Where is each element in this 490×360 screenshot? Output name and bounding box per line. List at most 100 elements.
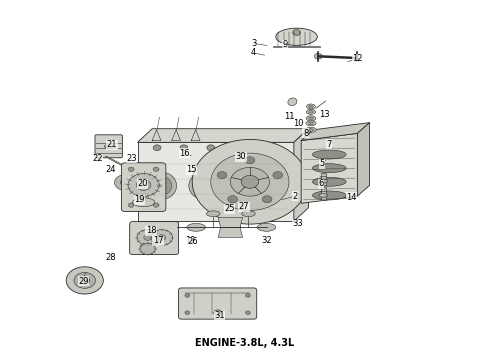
Text: 11: 11 <box>284 112 294 121</box>
Polygon shape <box>357 123 369 196</box>
Ellipse shape <box>222 224 241 231</box>
Ellipse shape <box>104 144 113 148</box>
Circle shape <box>158 235 166 240</box>
Circle shape <box>153 167 159 171</box>
Circle shape <box>121 179 130 186</box>
Circle shape <box>136 180 151 190</box>
Circle shape <box>192 139 308 224</box>
Text: 31: 31 <box>214 311 225 320</box>
Circle shape <box>262 195 272 203</box>
Circle shape <box>137 230 158 246</box>
Text: 5: 5 <box>319 159 325 168</box>
Circle shape <box>211 153 289 211</box>
Text: 19: 19 <box>185 237 196 246</box>
Circle shape <box>144 235 151 240</box>
FancyBboxPatch shape <box>130 222 178 255</box>
Circle shape <box>293 30 300 35</box>
Circle shape <box>315 53 322 59</box>
Polygon shape <box>301 123 369 140</box>
Text: 20: 20 <box>137 179 147 188</box>
Circle shape <box>261 145 269 150</box>
Text: 3: 3 <box>251 39 256 48</box>
Text: 23: 23 <box>126 154 137 163</box>
Polygon shape <box>105 157 145 176</box>
Ellipse shape <box>242 211 255 217</box>
Circle shape <box>185 311 190 315</box>
Ellipse shape <box>206 211 220 217</box>
Ellipse shape <box>308 129 314 131</box>
Text: 2: 2 <box>292 192 297 201</box>
Ellipse shape <box>319 194 328 197</box>
Circle shape <box>66 267 103 294</box>
Polygon shape <box>273 45 320 47</box>
Text: 33: 33 <box>293 219 303 228</box>
Ellipse shape <box>309 111 313 113</box>
Text: 14: 14 <box>346 193 357 202</box>
Text: 13: 13 <box>319 110 329 119</box>
Polygon shape <box>321 187 326 200</box>
Text: 4: 4 <box>250 48 255 57</box>
Text: ENGINE-3.8L, 4.3L: ENGINE-3.8L, 4.3L <box>196 338 294 348</box>
Circle shape <box>185 294 190 297</box>
Text: 32: 32 <box>261 237 272 246</box>
Circle shape <box>128 174 159 197</box>
Ellipse shape <box>306 116 316 121</box>
Ellipse shape <box>147 172 176 199</box>
Text: 24: 24 <box>106 165 116 174</box>
Ellipse shape <box>133 198 155 207</box>
Ellipse shape <box>307 104 316 109</box>
Ellipse shape <box>194 176 213 195</box>
Polygon shape <box>218 217 243 227</box>
Ellipse shape <box>309 105 313 108</box>
Ellipse shape <box>152 176 171 195</box>
Circle shape <box>245 311 250 315</box>
Circle shape <box>241 175 259 188</box>
Ellipse shape <box>313 150 346 159</box>
Circle shape <box>128 167 134 171</box>
Text: 27: 27 <box>239 202 249 211</box>
Circle shape <box>234 145 242 150</box>
Ellipse shape <box>187 224 205 231</box>
FancyBboxPatch shape <box>178 288 257 319</box>
Ellipse shape <box>313 164 346 173</box>
Polygon shape <box>138 129 309 142</box>
Text: 15: 15 <box>186 166 196 175</box>
Text: 6: 6 <box>318 179 324 188</box>
Text: 17: 17 <box>153 237 163 246</box>
Text: 12: 12 <box>352 54 363 63</box>
Circle shape <box>80 277 90 284</box>
Polygon shape <box>138 142 294 221</box>
Circle shape <box>230 167 270 196</box>
Circle shape <box>151 230 172 246</box>
Text: 18: 18 <box>146 226 156 235</box>
Ellipse shape <box>319 179 328 183</box>
Circle shape <box>214 310 221 316</box>
Circle shape <box>207 145 215 150</box>
Polygon shape <box>301 134 357 203</box>
Ellipse shape <box>309 117 314 120</box>
Polygon shape <box>321 173 326 185</box>
Circle shape <box>153 145 161 150</box>
Text: 19: 19 <box>134 195 145 204</box>
Text: 29: 29 <box>78 276 89 285</box>
Circle shape <box>115 175 136 190</box>
Ellipse shape <box>189 172 218 199</box>
Ellipse shape <box>313 191 346 200</box>
FancyBboxPatch shape <box>122 163 166 212</box>
Circle shape <box>245 294 250 297</box>
Text: 16: 16 <box>179 149 190 158</box>
Circle shape <box>228 195 238 203</box>
Text: 8: 8 <box>303 129 308 138</box>
Circle shape <box>140 243 155 255</box>
Text: 9: 9 <box>282 40 288 49</box>
Text: 21: 21 <box>107 140 117 149</box>
Ellipse shape <box>308 122 314 125</box>
Circle shape <box>273 172 283 179</box>
Text: 30: 30 <box>236 152 246 161</box>
Circle shape <box>245 157 255 164</box>
Ellipse shape <box>257 224 276 231</box>
Circle shape <box>180 145 188 150</box>
Ellipse shape <box>306 127 317 132</box>
Ellipse shape <box>288 98 297 106</box>
FancyBboxPatch shape <box>95 135 122 158</box>
